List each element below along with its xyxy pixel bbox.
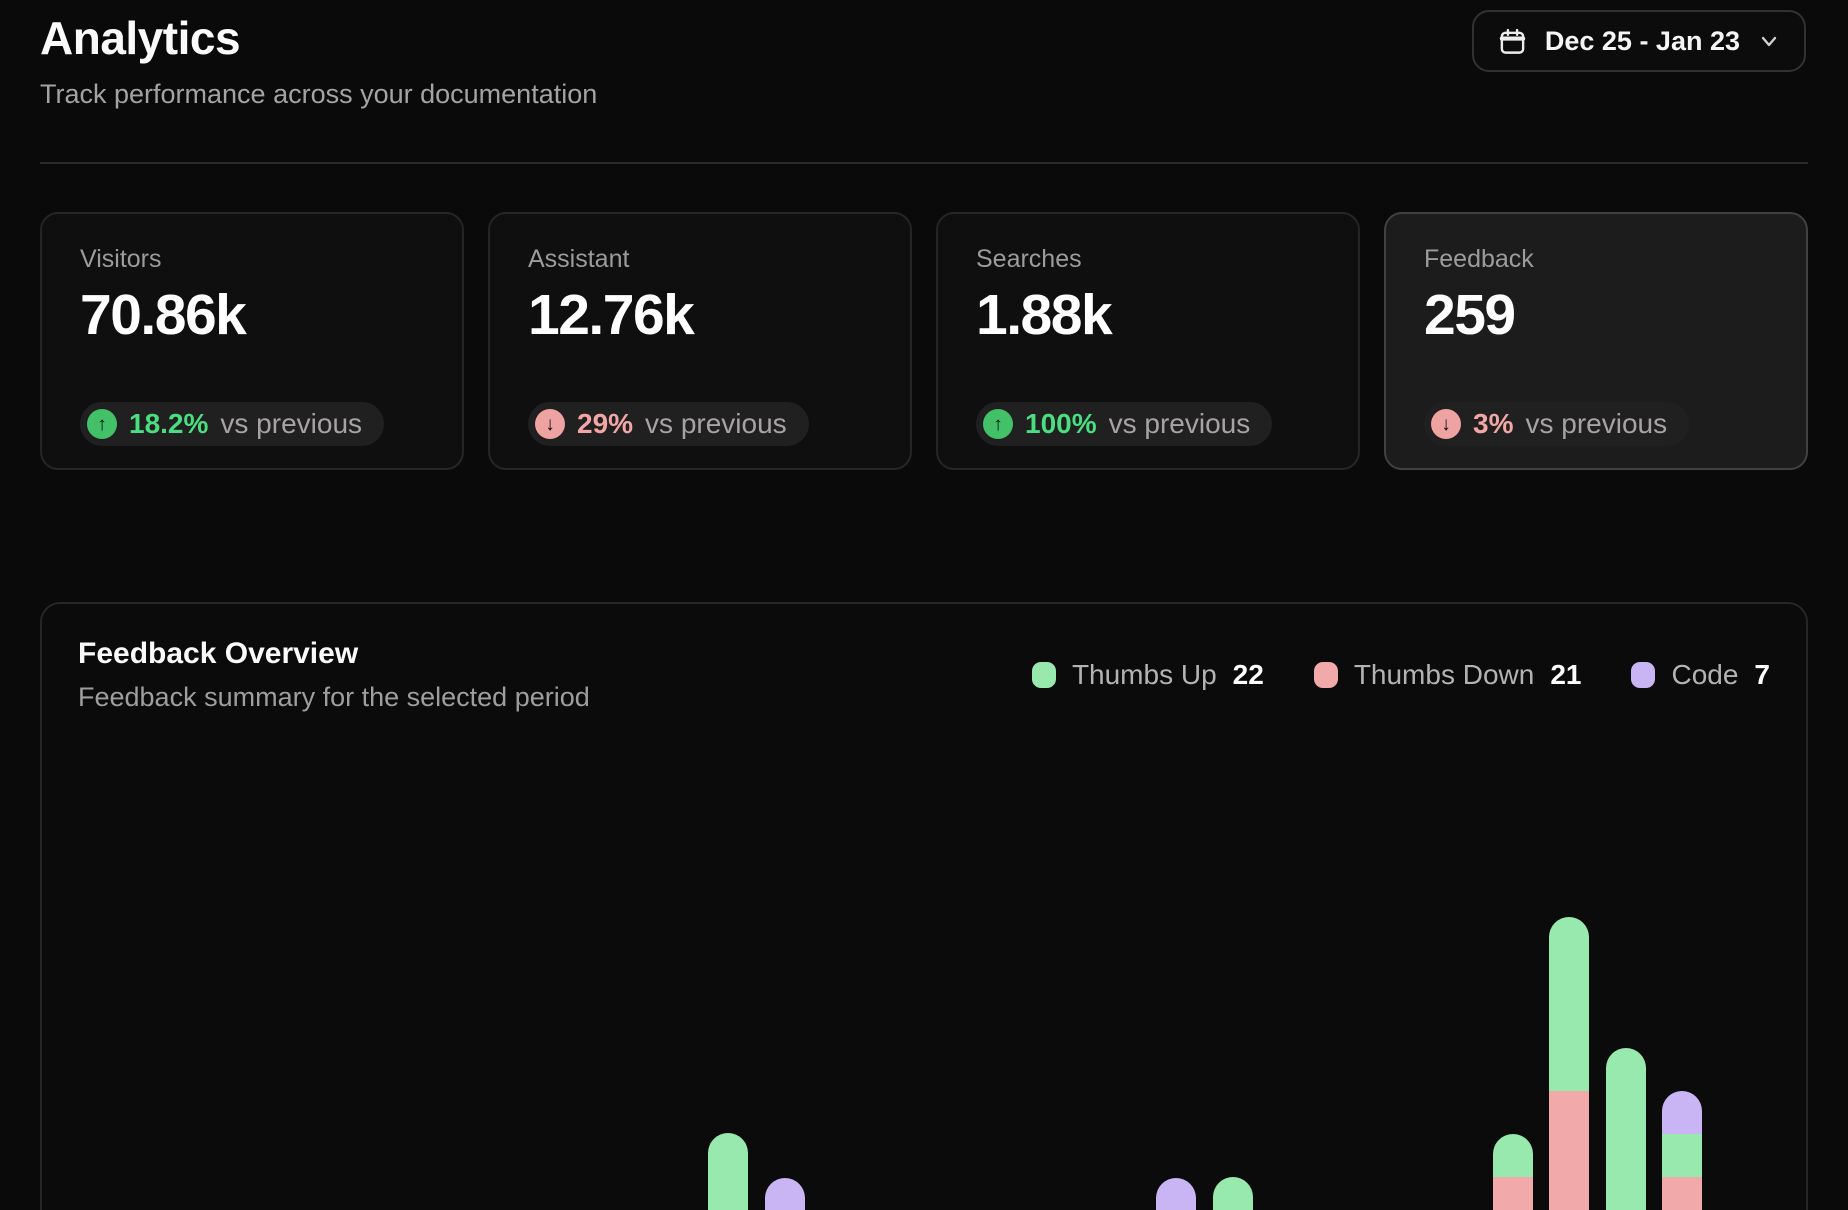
bar-segment-up — [1662, 1134, 1702, 1177]
page-subtitle: Track performance across your documentat… — [40, 79, 598, 109]
stat-card-feedback[interactable]: Feedback 259 ↓ 3% vs previous — [1384, 212, 1808, 470]
arrow-down-circle-icon: ↓ — [535, 409, 565, 439]
bar-segment-up — [1606, 1048, 1646, 1210]
feedback-bar[interactable] — [708, 1133, 748, 1210]
legend-swatch-thumbs-up — [1031, 661, 1056, 688]
panel-title: Feedback Overview — [78, 637, 359, 670]
bar-segment-down — [1549, 1091, 1589, 1210]
bar-segment-up — [1549, 917, 1589, 1091]
legend-item-code[interactable]: Code 7 — [1631, 659, 1770, 691]
feedback-bar-chart — [42, 604, 1806, 1210]
panel-subtitle: Feedback summary for the selected period — [78, 682, 590, 712]
feedback-bar[interactable] — [1493, 1134, 1533, 1210]
trend-badge: ↓ 3% vs previous — [1424, 402, 1690, 446]
legend-label: Code — [1671, 658, 1739, 690]
trend-suffix: vs previous — [220, 408, 363, 439]
trend-suffix: vs previous — [1525, 408, 1668, 439]
bar-segment-code — [1156, 1178, 1196, 1210]
bar-segment-up — [1213, 1177, 1253, 1210]
arrow-down-circle-icon: ↓ — [1431, 409, 1461, 439]
arrow-up-circle-icon: ↑ — [983, 409, 1013, 439]
feedback-overview-panel: Feedback Overview Feedback summary for t… — [40, 602, 1808, 1210]
trend-delta: 29% — [577, 408, 634, 439]
legend-swatch-thumbs-down — [1313, 661, 1338, 688]
stat-label: Visitors — [80, 245, 162, 273]
panel-title-block: Feedback Overview Feedback summary for t… — [78, 636, 590, 713]
legend-value: 21 — [1550, 658, 1582, 690]
trend-suffix: vs previous — [1108, 408, 1251, 439]
arrow-up-circle-icon: ↑ — [87, 409, 117, 439]
bar-segment-code — [765, 1178, 805, 1210]
feedback-bar[interactable] — [1549, 917, 1589, 1210]
page-header: Analytics Track performance across your … — [40, 12, 597, 110]
bar-segment-up — [708, 1133, 748, 1210]
trend-delta: 18.2% — [129, 408, 209, 439]
legend-label: Thumbs Down — [1353, 658, 1535, 690]
legend-item-thumbs-up[interactable]: Thumbs Up 22 — [1031, 658, 1264, 691]
legend-item-thumbs-down[interactable]: Thumbs Down 21 — [1313, 658, 1582, 691]
stat-label: Searches — [976, 245, 1082, 273]
stat-value: 259 — [1424, 283, 1516, 347]
trend-delta: 3% — [1473, 408, 1514, 439]
panel-header: Feedback Overview Feedback summary for t… — [42, 604, 1806, 713]
stat-label: Assistant — [528, 245, 630, 273]
stat-value: 12.76k — [528, 283, 695, 347]
feedback-bar[interactable] — [1606, 1048, 1646, 1210]
bar-segment-down — [1493, 1177, 1533, 1210]
stat-card-assistant[interactable]: Assistant 12.76k ↓ 29% vs previous — [488, 212, 912, 470]
trend-badge: ↑ 100% vs previous — [976, 402, 1273, 446]
stat-label: Feedback — [1424, 245, 1534, 273]
chevron-down-icon — [1758, 30, 1780, 52]
date-range-label: Dec 25 - Jan 23 — [1544, 25, 1740, 56]
legend-value: 7 — [1754, 658, 1770, 690]
bar-segment-down — [1662, 1177, 1702, 1210]
feedback-bar[interactable] — [1662, 1091, 1702, 1210]
legend-value: 22 — [1232, 658, 1264, 690]
bar-segment-code — [1662, 1091, 1702, 1134]
bar-segment-up — [1493, 1134, 1533, 1177]
stat-cards: Visitors 70.86k ↑ 18.2% vs previous Assi… — [40, 212, 1808, 470]
header-divider — [40, 162, 1808, 164]
stat-card-searches[interactable]: Searches 1.88k ↑ 100% vs previous — [936, 212, 1360, 470]
page-title: Analytics — [40, 12, 241, 64]
trend-delta: 100% — [1025, 408, 1097, 439]
stat-value: 70.86k — [80, 283, 247, 347]
feedback-bar[interactable] — [765, 1178, 805, 1210]
trend-badge: ↓ 29% vs previous — [528, 402, 809, 446]
legend-swatch-code — [1631, 661, 1656, 688]
feedback-bar[interactable] — [1156, 1178, 1196, 1210]
calendar-icon — [1498, 27, 1527, 56]
stat-value: 1.88k — [976, 283, 1113, 347]
trend-badge: ↑ 18.2% vs previous — [80, 402, 385, 446]
feedback-bar[interactable] — [1213, 1177, 1253, 1210]
stat-card-visitors[interactable]: Visitors 70.86k ↑ 18.2% vs previous — [40, 212, 464, 470]
chart-legend: Thumbs Up 22 Thumbs Down 21 Code 7 — [1031, 658, 1770, 691]
trend-suffix: vs previous — [645, 408, 787, 439]
legend-label: Thumbs Up — [1071, 658, 1217, 690]
date-range-picker[interactable]: Dec 25 - Jan 23 — [1471, 10, 1806, 72]
